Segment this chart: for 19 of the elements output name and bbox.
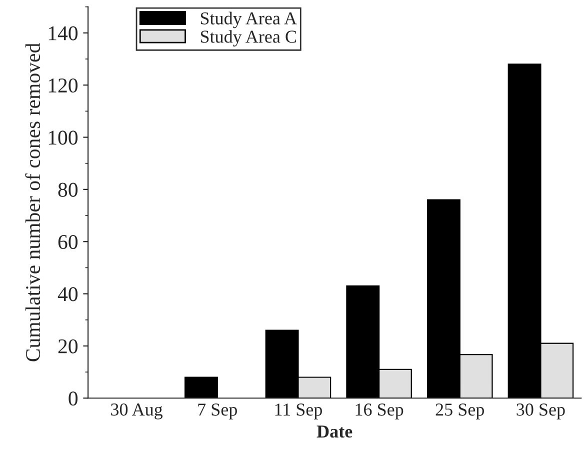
y-tick-label: 20 (58, 339, 78, 354)
y-tick-label: 100 (48, 130, 78, 145)
y-tick-label: 60 (58, 234, 78, 250)
y-tick-label: 40 (58, 287, 78, 302)
bar (184, 376, 218, 398)
y-axis-title: Cumulative number of cones removed (25, 43, 40, 362)
x-tick-label: 16 Sep (356, 404, 404, 420)
x-tick-label: 7 Sep (198, 404, 237, 420)
x-tick-label: 30 Aug (111, 403, 163, 420)
y-tick-label: 80 (58, 182, 78, 197)
y-tick-label: 140 (48, 26, 78, 40)
x-axis-title: Date (316, 426, 352, 438)
y-tick-label: 120 (48, 78, 78, 93)
x-tick-label: 25 Sep (436, 404, 484, 420)
y-tick-label: 0 (68, 392, 78, 406)
x-tick-label: 30 Sep (516, 404, 565, 420)
legend-label: Study Area C (200, 30, 296, 47)
x-tick-label: 11 Sep (275, 404, 322, 420)
legend-label: Study Area A (200, 12, 297, 28)
